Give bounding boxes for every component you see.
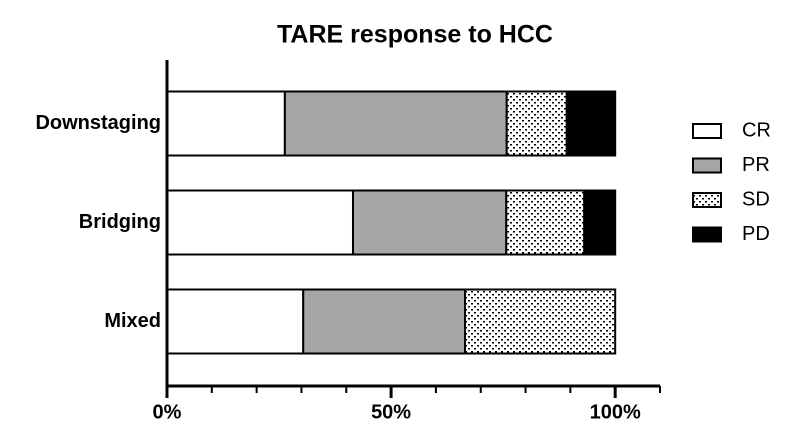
bar-segment: [505, 90, 568, 157]
bar-segment: [464, 288, 617, 355]
bar-segment: [351, 189, 508, 256]
legend-label: CR: [742, 119, 771, 141]
y-tick-label: Mixed: [104, 310, 161, 332]
x-tick-label: 0%: [153, 401, 182, 423]
bar-segment: [583, 189, 617, 256]
bar-segment: [166, 90, 286, 157]
bar-segment: [283, 90, 508, 157]
x-tick-label: 50%: [371, 401, 411, 423]
bar-segment: [166, 189, 354, 256]
legend-swatch: [692, 226, 722, 243]
x-tick-label: 100%: [590, 401, 641, 423]
y-tick-label: Bridging: [79, 211, 161, 233]
bar-segment: [505, 189, 586, 256]
legend-label: SD: [742, 188, 770, 210]
legend-label: PD: [742, 223, 770, 245]
bar-segment: [166, 288, 305, 355]
legend-swatch: [692, 123, 722, 139]
bar-segment: [565, 90, 617, 157]
legend-swatch: [692, 157, 722, 174]
legend-swatch: [692, 192, 722, 208]
bar-segment: [302, 288, 467, 355]
y-tick-label: Downstaging: [35, 112, 161, 134]
chart-title: TARE response to HCC: [277, 21, 553, 49]
legend-label: PR: [742, 154, 770, 176]
